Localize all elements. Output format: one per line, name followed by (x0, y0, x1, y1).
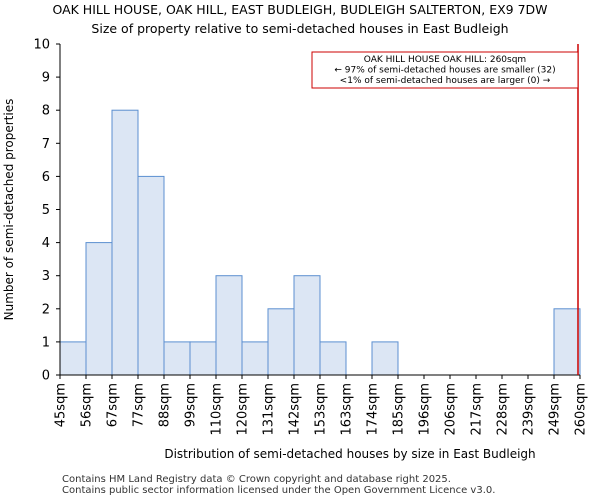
y-tick-label: 3 (42, 269, 50, 284)
x-axis-title: Distribution of semi-detached houses by … (164, 447, 535, 461)
x-tick-label: 217sqm (470, 383, 485, 436)
annotation-line-3: <1% of semi-detached houses are larger (… (340, 76, 551, 86)
x-tick-label: 131sqm (262, 383, 277, 436)
x-tick-label: 228sqm (496, 383, 511, 436)
bar-88sqm (163, 341, 191, 376)
x-tick-label: 196sqm (418, 383, 433, 436)
bar-45sqm (59, 341, 87, 376)
annotation-line-2: ← 97% of semi-detached houses are smalle… (334, 66, 555, 76)
x-tick-label: 174sqm (366, 383, 381, 436)
annotation-box (311, 51, 579, 89)
x-tick-label: 249sqm (548, 383, 563, 436)
x-tick-label: 77sqm (132, 383, 147, 427)
bar-120sqm (241, 341, 269, 376)
bar-142sqm (293, 275, 321, 376)
x-tick-label: 88sqm (158, 383, 173, 427)
bar-153sqm (319, 341, 347, 376)
x-tick-label: 260sqm (574, 383, 589, 436)
x-tick-label: 67sqm (106, 383, 121, 427)
bar-99sqm (189, 341, 217, 376)
bar-249sqm (553, 308, 581, 376)
bar-77sqm (137, 175, 165, 376)
y-tick-label: 9 (42, 71, 50, 86)
footer-line-2: Contains public sector information licen… (62, 485, 496, 496)
x-tick-label: 45sqm (54, 383, 69, 427)
bar-56sqm (85, 242, 113, 376)
x-tick-label: 206sqm (444, 383, 459, 436)
y-tick-label: 5 (42, 203, 50, 218)
x-tick-label: 56sqm (80, 383, 95, 427)
y-tick-label: 8 (42, 104, 50, 119)
x-tick-label: 99sqm (184, 383, 199, 427)
bar-110sqm (215, 275, 243, 376)
bar-174sqm (371, 341, 399, 376)
y-tick-label: 6 (42, 170, 50, 185)
annotation-line-1: OAK HILL HOUSE OAK HILL: 260sqm (364, 55, 526, 65)
y-tick-label: 1 (42, 335, 50, 350)
y-axis-title: Number of semi-detached properties (2, 99, 16, 321)
footer-line-1: Contains HM Land Registry data © Crown c… (62, 474, 451, 485)
x-tick-label: 142sqm (288, 383, 303, 436)
bar-131sqm (267, 308, 295, 376)
y-tick-label: 0 (42, 369, 50, 384)
y-tick-label: 2 (42, 302, 50, 317)
x-tick-label: 120sqm (236, 383, 251, 436)
x-tick-label: 110sqm (210, 383, 225, 436)
chart-subtitle: Size of property relative to semi-detach… (91, 21, 509, 36)
x-tick-label: 239sqm (522, 383, 537, 436)
x-tick-label: 163sqm (340, 383, 355, 436)
bar-67sqm (111, 109, 139, 376)
chart-title: OAK HILL HOUSE, OAK HILL, EAST BUDLEIGH,… (52, 2, 548, 17)
y-tick-label: 7 (42, 137, 50, 152)
x-tick-label: 185sqm (392, 383, 407, 436)
y-tick-label: 4 (42, 236, 50, 251)
y-tick-label: 10 (33, 38, 50, 53)
x-tick-label: 153sqm (314, 383, 329, 436)
